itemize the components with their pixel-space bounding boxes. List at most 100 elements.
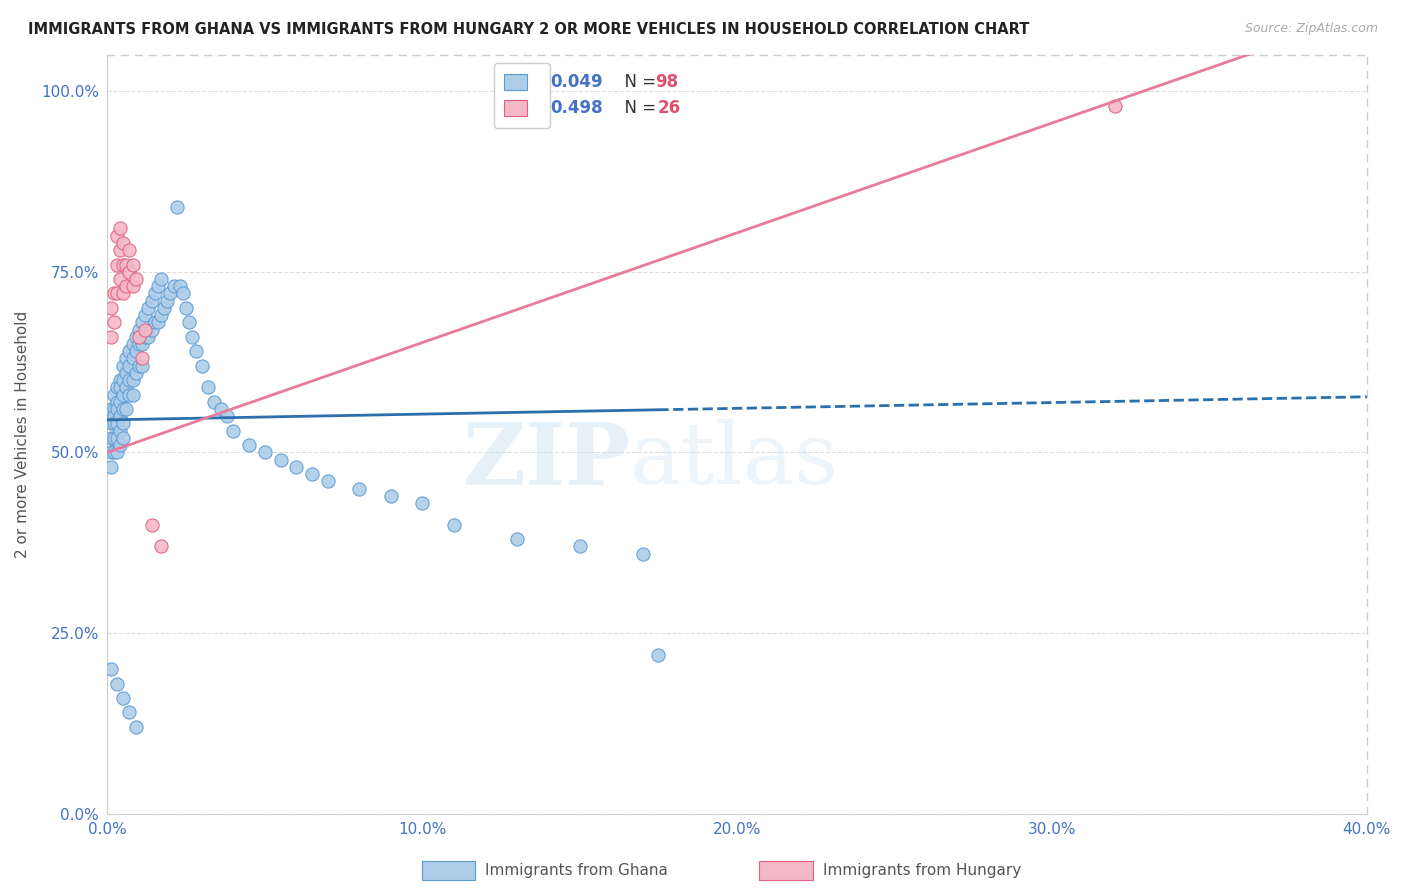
Text: Source: ZipAtlas.com: Source: ZipAtlas.com bbox=[1244, 22, 1378, 36]
Point bbox=[125, 720, 148, 734]
Point bbox=[105, 258, 128, 272]
Point bbox=[115, 279, 138, 293]
Point bbox=[166, 200, 188, 214]
Point bbox=[238, 438, 260, 452]
Point bbox=[105, 431, 128, 445]
Point bbox=[112, 258, 135, 272]
Point bbox=[125, 272, 148, 286]
Point bbox=[138, 301, 160, 315]
Point bbox=[131, 359, 153, 373]
Text: Immigrants from Ghana: Immigrants from Ghana bbox=[485, 863, 668, 878]
Point bbox=[105, 228, 128, 243]
Point bbox=[108, 394, 131, 409]
Point bbox=[253, 445, 276, 459]
Text: 0.498: 0.498 bbox=[551, 99, 603, 117]
Point bbox=[112, 431, 135, 445]
Point bbox=[149, 539, 172, 553]
Point bbox=[270, 452, 292, 467]
Text: N =: N = bbox=[613, 72, 661, 91]
Point bbox=[506, 532, 529, 546]
Point bbox=[128, 323, 150, 337]
Text: 26: 26 bbox=[658, 99, 681, 117]
Point bbox=[118, 706, 141, 720]
Legend: , : , bbox=[494, 63, 550, 128]
Point bbox=[217, 409, 239, 424]
Point bbox=[285, 459, 308, 474]
Point bbox=[118, 359, 141, 373]
Point bbox=[159, 286, 181, 301]
Point bbox=[128, 359, 150, 373]
Text: N =: N = bbox=[613, 99, 661, 117]
Point bbox=[131, 337, 153, 351]
Point bbox=[100, 445, 122, 459]
Point bbox=[301, 467, 323, 481]
Point bbox=[316, 475, 339, 489]
Point bbox=[115, 258, 138, 272]
Point bbox=[169, 279, 191, 293]
Point bbox=[103, 409, 125, 424]
Point bbox=[118, 243, 141, 257]
Point bbox=[411, 496, 433, 510]
Point bbox=[222, 424, 245, 438]
Point bbox=[108, 221, 131, 235]
Point bbox=[118, 387, 141, 401]
Point bbox=[118, 373, 141, 387]
Point bbox=[103, 431, 125, 445]
Point bbox=[108, 438, 131, 452]
Point bbox=[149, 308, 172, 322]
Point bbox=[100, 330, 122, 344]
Point bbox=[100, 301, 122, 315]
Point bbox=[108, 272, 131, 286]
Point bbox=[443, 517, 465, 532]
Point bbox=[131, 315, 153, 329]
Point bbox=[108, 424, 131, 438]
Point bbox=[204, 394, 226, 409]
Text: IMMIGRANTS FROM GHANA VS IMMIGRANTS FROM HUNGARY 2 OR MORE VEHICLES IN HOUSEHOLD: IMMIGRANTS FROM GHANA VS IMMIGRANTS FROM… bbox=[28, 22, 1029, 37]
Point bbox=[134, 323, 156, 337]
Point bbox=[100, 459, 122, 474]
Point bbox=[349, 482, 371, 496]
Point bbox=[143, 286, 166, 301]
Point bbox=[631, 547, 654, 561]
Text: 98: 98 bbox=[655, 72, 678, 91]
Point bbox=[105, 394, 128, 409]
Point bbox=[146, 279, 169, 293]
Point bbox=[105, 402, 128, 417]
Point bbox=[138, 330, 160, 344]
Point bbox=[125, 366, 148, 380]
Point bbox=[105, 380, 128, 394]
Point bbox=[112, 690, 135, 705]
Point bbox=[174, 301, 197, 315]
Point bbox=[181, 330, 204, 344]
Point bbox=[121, 387, 143, 401]
Point bbox=[103, 445, 125, 459]
Point bbox=[153, 301, 176, 315]
Point bbox=[112, 373, 135, 387]
Point bbox=[103, 402, 125, 417]
Text: Immigrants from Hungary: Immigrants from Hungary bbox=[823, 863, 1021, 878]
Point bbox=[128, 337, 150, 351]
Point bbox=[128, 330, 150, 344]
Point bbox=[134, 330, 156, 344]
Point bbox=[112, 402, 135, 417]
Point bbox=[103, 286, 125, 301]
Point bbox=[141, 323, 163, 337]
Point bbox=[141, 293, 163, 308]
Point bbox=[103, 387, 125, 401]
Text: R =: R = bbox=[513, 72, 548, 91]
Point bbox=[118, 344, 141, 359]
Point bbox=[209, 402, 232, 417]
Text: ZIP: ZIP bbox=[463, 419, 630, 503]
Point bbox=[100, 662, 122, 676]
Point bbox=[108, 373, 131, 387]
Point bbox=[179, 315, 201, 329]
Point bbox=[103, 417, 125, 431]
Point bbox=[105, 676, 128, 690]
Point bbox=[143, 315, 166, 329]
Y-axis label: 2 or more Vehicles in Household: 2 or more Vehicles in Household bbox=[15, 310, 30, 558]
Point bbox=[118, 265, 141, 279]
Text: atlas: atlas bbox=[630, 419, 839, 502]
Point bbox=[115, 402, 138, 417]
Point bbox=[380, 489, 402, 503]
Point bbox=[146, 315, 169, 329]
